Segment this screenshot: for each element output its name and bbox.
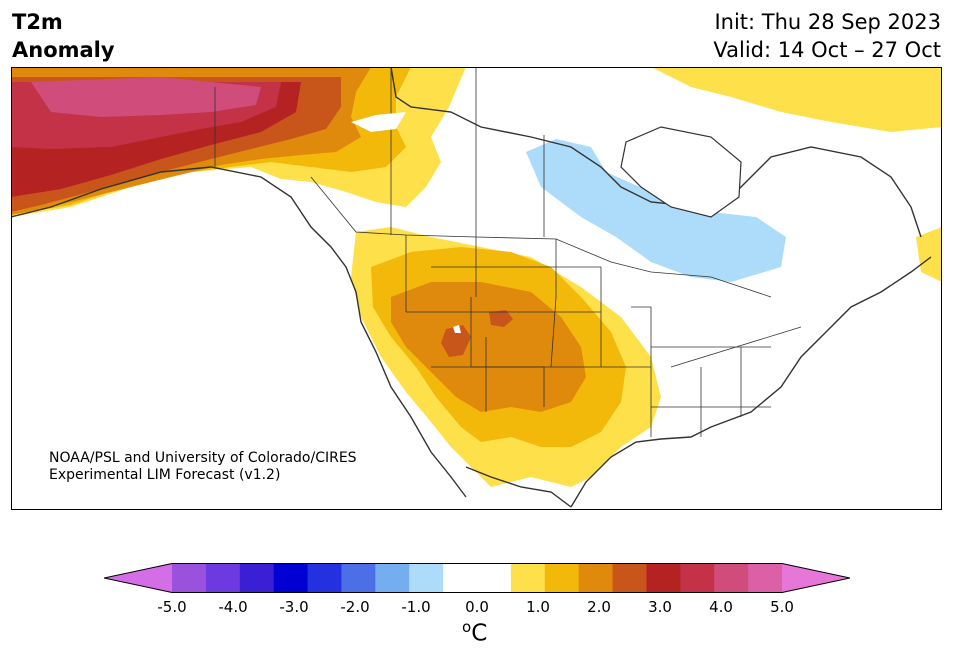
anomaly-pink-alaska: [31, 77, 261, 117]
colorbar-segment: [239, 563, 275, 593]
colorbar-tick-label: 5.0: [770, 598, 794, 616]
credit-line-1: NOAA/PSL and University of Colorado/CIRE…: [49, 450, 357, 466]
anomaly-rust-core1: [441, 325, 471, 357]
salt-lake-marker: [453, 325, 461, 333]
title-line-1: T2m: [12, 10, 63, 34]
map-frame: [11, 67, 942, 510]
colorbar-segment: [748, 563, 783, 593]
unit-letter: C: [471, 620, 488, 647]
colorbar-tick-label: -5.0: [157, 598, 187, 616]
colorbar-tick-label: -4.0: [218, 598, 248, 616]
colorbar-segment: [172, 563, 207, 593]
anomaly-yellow-arctic: [651, 67, 942, 132]
colorbar-segment: [375, 563, 410, 593]
hudson-bay: [620, 126, 742, 218]
colorbar-tick-label: -2.0: [340, 598, 370, 616]
colorbar-segment: [205, 563, 241, 593]
colorbar-segment: [714, 563, 749, 593]
anomaly-orange-west: [391, 282, 586, 412]
colorbar-unit: oC: [462, 618, 487, 647]
colorbar-over-arrow: [782, 563, 850, 593]
credit-text: NOAA/PSL and University of Colorado/CIRE…: [49, 450, 357, 484]
colorbar-tick-label: 0.0: [465, 598, 489, 616]
valid-range: Valid: 14 Oct – 27 Oct: [713, 38, 941, 62]
anomaly-map: [11, 67, 942, 510]
colorbar-segment: [680, 563, 715, 593]
lake-marker: [351, 112, 406, 132]
anomaly-rust-core2: [489, 310, 513, 327]
colorbar-tick-label: 3.0: [648, 598, 672, 616]
colorbar-segment: [510, 563, 546, 593]
colorbar-segment: [341, 563, 376, 593]
colorbar-segment: [443, 563, 478, 593]
colorbar: [103, 563, 851, 593]
map-title: T2m Anomaly: [12, 8, 115, 64]
colorbar-tick-label: 1.0: [526, 598, 550, 616]
colorbar-segment: [307, 563, 342, 593]
map-svg: [11, 67, 942, 510]
credit-line-2: Experimental LIM Forecast (v1.2): [49, 467, 281, 483]
forecast-dates: Init: Thu 28 Sep 2023 Valid: 14 Oct – 27…: [713, 8, 941, 64]
anomaly-blue-central: [526, 139, 786, 282]
colorbar-segment: [477, 563, 512, 593]
colorbar-tick-label: -1.0: [401, 598, 431, 616]
political-borders: [214, 67, 802, 437]
init-date: Init: Thu 28 Sep 2023: [714, 10, 941, 34]
colorbar-tick-label: 2.0: [587, 598, 611, 616]
colorbar-svg: [103, 563, 851, 593]
colorbar-segment: [409, 563, 444, 593]
colorbar-ticks: -5.0 -4.0 -3.0 -2.0 -1.0 0.0 1.0 2.0 3.0 4.0 5.0: [0, 598, 953, 618]
colorbar-tick-label: -3.0: [279, 598, 309, 616]
colorbar-segment: [612, 563, 647, 593]
anomaly-yellow-east: [916, 227, 942, 282]
colorbar-tick-label: 4.0: [709, 598, 733, 616]
title-line-2: Anomaly: [12, 38, 115, 62]
colorbar-segment: [273, 563, 309, 593]
colorbar-segment: [646, 563, 681, 593]
coastlines: [11, 67, 932, 508]
colorbar-segment: [544, 563, 580, 593]
unit-superscript: o: [462, 618, 472, 636]
colorbar-segment: [578, 563, 614, 593]
colorbar-under-arrow: [104, 563, 172, 593]
